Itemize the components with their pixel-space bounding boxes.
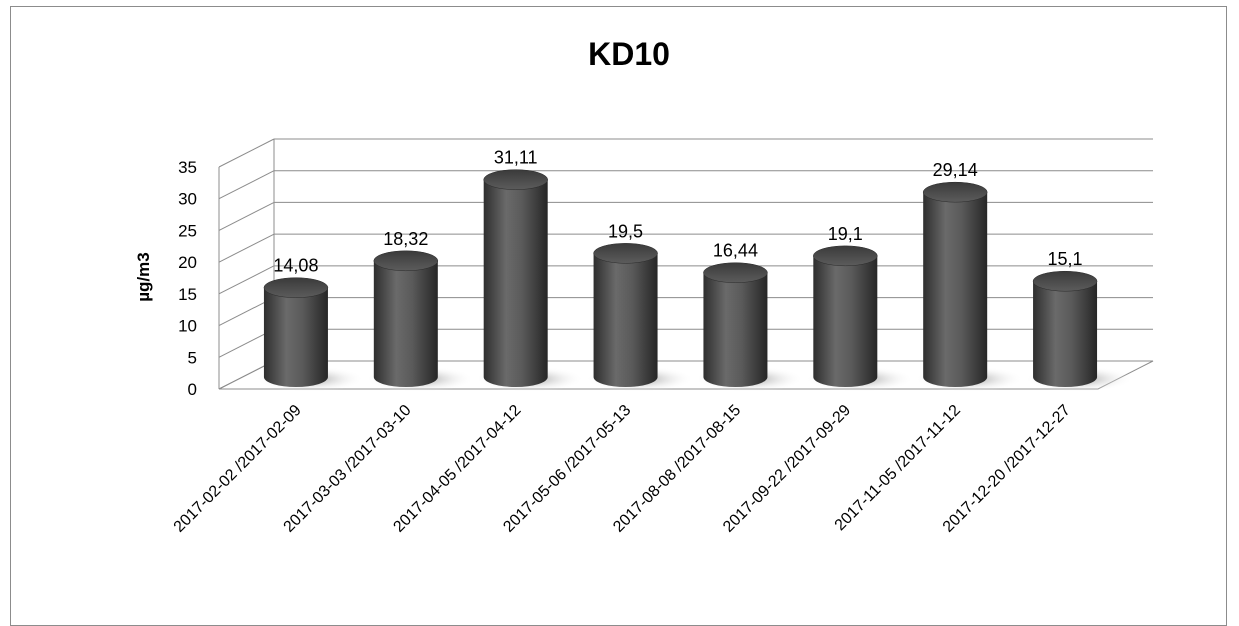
y-tick-label: 35 bbox=[178, 158, 197, 177]
category-label: 2017-08-08 /2017-08-15 bbox=[610, 402, 744, 536]
chart-frame: KD10 µg/m3 0 5 10 15 20 25 30 35 14,08 18,32 31,1… bbox=[10, 6, 1227, 626]
side-gridline bbox=[218, 201, 275, 231]
chart-title: KD10 bbox=[588, 36, 670, 72]
data-label: 19,1 bbox=[828, 224, 863, 244]
data-label-layer: 14,08 18,32 31,11 19,5 16,44 19,1 29,14 15,1 bbox=[273, 148, 1082, 276]
category-label: 2017-02-02 /2017-02-09 bbox=[171, 402, 305, 536]
data-label: 16,44 bbox=[713, 241, 758, 261]
y-axis-label: µg/m3 bbox=[134, 252, 153, 301]
bar-top bbox=[593, 243, 658, 264]
side-gridline bbox=[218, 138, 275, 168]
bar bbox=[923, 192, 988, 387]
y-tick-label: 5 bbox=[188, 348, 197, 367]
data-label: 29,14 bbox=[933, 160, 978, 180]
bar bbox=[813, 255, 878, 387]
y-tick-label: 15 bbox=[178, 285, 197, 304]
bar bbox=[1033, 281, 1098, 387]
y-tick-label: 30 bbox=[178, 190, 197, 209]
category-label: 2017-05-06 /2017-05-13 bbox=[500, 402, 634, 536]
y-tick-label: 25 bbox=[178, 221, 197, 240]
side-gridline bbox=[218, 233, 275, 263]
bar-top bbox=[922, 181, 988, 203]
bar bbox=[263, 287, 328, 387]
data-label: 15,1 bbox=[1048, 249, 1083, 269]
bar-top bbox=[813, 245, 878, 267]
category-label: 2017-11-05 /2017-11-12 bbox=[832, 402, 964, 534]
bar-top bbox=[263, 277, 329, 298]
data-label: 19,5 bbox=[608, 221, 643, 241]
bar-layer bbox=[255, 169, 1134, 392]
bar-top bbox=[373, 250, 439, 272]
y-tick-label: 20 bbox=[178, 253, 197, 272]
y-tick-layer: 0 5 10 15 20 25 30 35 bbox=[178, 158, 197, 399]
category-label: 2017-03-03 /2017-03-10 bbox=[281, 402, 415, 536]
bar-top bbox=[703, 262, 768, 283]
side-gridline bbox=[218, 265, 275, 295]
data-label: 18,32 bbox=[383, 229, 428, 249]
bar-top bbox=[483, 169, 548, 190]
data-label: 31,11 bbox=[494, 148, 538, 168]
bar-top bbox=[1032, 270, 1098, 292]
category-label: 2017-12-20 /2017-12-27 bbox=[940, 402, 1074, 536]
category-label: 2017-09-22 /2017-09-29 bbox=[720, 402, 854, 536]
bar bbox=[593, 253, 658, 387]
side-gridline bbox=[218, 170, 275, 200]
bar bbox=[373, 260, 438, 387]
data-label: 14,08 bbox=[273, 256, 318, 276]
chart-svg: KD10 µg/m3 0 5 10 15 20 25 30 35 14,08 18,32 31,1… bbox=[134, 36, 1154, 536]
grid-layer bbox=[218, 138, 1154, 390]
y-tick-label: 0 bbox=[188, 380, 197, 399]
y-tick-label: 10 bbox=[178, 317, 197, 336]
category-label: 2017-04-05 /2017-04-12 bbox=[390, 402, 524, 536]
bar bbox=[703, 272, 768, 387]
bar bbox=[483, 179, 548, 387]
